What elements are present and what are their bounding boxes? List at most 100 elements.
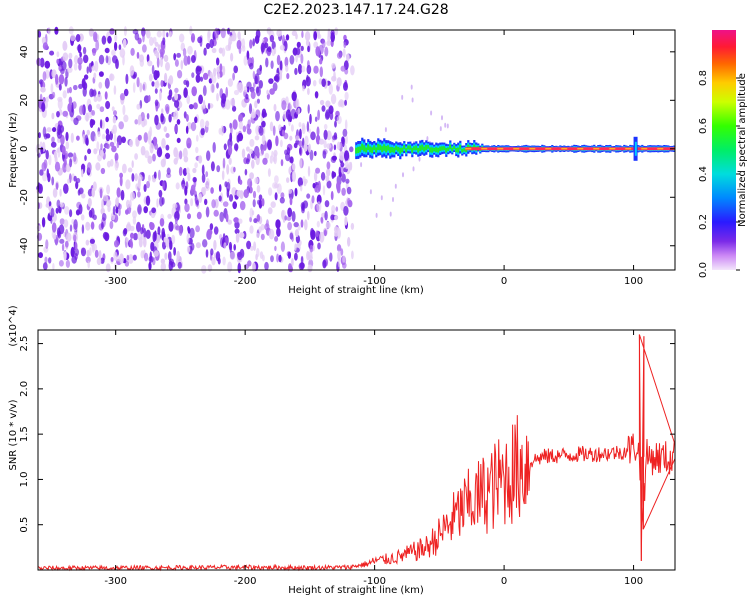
noise-speck bbox=[411, 97, 414, 103]
noise-speck bbox=[143, 206, 148, 214]
noise-speck bbox=[287, 221, 292, 231]
noise-speck bbox=[323, 139, 327, 149]
noise-speck bbox=[48, 257, 52, 264]
noise-speck bbox=[149, 222, 155, 231]
noise-speck bbox=[91, 65, 96, 71]
noise-speck bbox=[222, 157, 226, 169]
noise-speck bbox=[217, 257, 221, 265]
snr-y-axis-label: SNR (10 * v/v) bbox=[8, 399, 19, 470]
noise-speck bbox=[158, 189, 163, 198]
noise-speck bbox=[183, 79, 188, 85]
noise-speck bbox=[191, 72, 195, 78]
noise-speck bbox=[320, 216, 324, 223]
noise-speck bbox=[211, 199, 216, 209]
noise-speck bbox=[337, 257, 341, 268]
noise-speck bbox=[118, 121, 124, 130]
noise-speck bbox=[126, 254, 130, 261]
band-cell bbox=[443, 146, 446, 151]
noise-speck bbox=[187, 226, 190, 232]
noise-speck bbox=[73, 234, 77, 242]
snr-x-axis: -300 -200 -100 0 100 bbox=[104, 330, 643, 587]
noise-speck bbox=[78, 204, 83, 215]
noise-speck bbox=[254, 75, 258, 85]
noise-speck bbox=[202, 72, 209, 80]
noise-speck bbox=[61, 61, 67, 71]
noise-speck bbox=[319, 231, 325, 243]
noise-speck bbox=[174, 124, 178, 133]
colorbar-gradient bbox=[712, 30, 736, 270]
noise-speck bbox=[39, 93, 43, 102]
noise-speck bbox=[196, 66, 202, 72]
noise-speck bbox=[230, 98, 236, 106]
noise-speck bbox=[58, 83, 62, 91]
noise-speck bbox=[91, 89, 97, 97]
noise-speck bbox=[104, 47, 110, 54]
noise-speck bbox=[74, 248, 79, 257]
noise-speck bbox=[40, 146, 44, 155]
noise-speck bbox=[222, 65, 226, 76]
noise-speck bbox=[287, 251, 291, 259]
noise-speck bbox=[40, 81, 43, 88]
noise-speck bbox=[285, 34, 290, 41]
noise-speck bbox=[105, 199, 112, 207]
noise-speck bbox=[85, 239, 90, 246]
noise-speck bbox=[225, 44, 231, 52]
noise-speck bbox=[70, 132, 74, 143]
noise-speck bbox=[125, 73, 129, 85]
spectrogram-x-axis: -300 -200 -100 0 100 bbox=[104, 30, 643, 287]
noise-speck bbox=[274, 175, 279, 184]
noise-speck bbox=[191, 86, 197, 97]
noise-speck bbox=[77, 57, 83, 65]
noise-speck bbox=[98, 250, 102, 260]
noise-speck bbox=[57, 230, 62, 239]
noise-speck bbox=[292, 163, 296, 171]
noise-speck bbox=[61, 243, 65, 252]
noise-speck bbox=[73, 84, 78, 91]
noise-speck bbox=[122, 38, 127, 48]
noise-speck bbox=[144, 252, 149, 262]
noise-speck bbox=[50, 83, 54, 94]
noise-speck bbox=[67, 178, 70, 184]
noise-speck bbox=[184, 198, 188, 205]
noise-speck bbox=[158, 169, 161, 181]
noise-speck bbox=[345, 178, 350, 184]
noise-speck bbox=[96, 141, 100, 152]
noise-speck bbox=[175, 225, 181, 231]
noise-speck bbox=[315, 230, 319, 238]
noise-speck bbox=[185, 114, 189, 122]
noise-speck bbox=[245, 158, 250, 165]
noise-speck bbox=[315, 184, 321, 193]
noise-speck bbox=[70, 246, 75, 258]
noise-speck bbox=[78, 83, 83, 89]
noise-speck bbox=[239, 179, 243, 185]
noise-speck bbox=[201, 265, 207, 274]
noise-speck bbox=[67, 66, 73, 73]
noise-speck bbox=[156, 198, 159, 208]
noise-speck bbox=[76, 135, 80, 141]
noise-speck bbox=[291, 170, 296, 182]
band-cell bbox=[461, 148, 464, 153]
colorbar-ticks: 0.0 0.2 0.4 0.6 0.8 bbox=[698, 70, 740, 278]
noise-speck bbox=[314, 91, 319, 99]
noise-speck bbox=[118, 44, 122, 51]
noise-speck bbox=[313, 31, 318, 41]
noise-speck bbox=[290, 108, 297, 120]
noise-speck bbox=[56, 111, 60, 118]
y-tick-label: 20 bbox=[19, 94, 30, 107]
noise-speck bbox=[185, 125, 189, 134]
noise-speck bbox=[256, 98, 260, 104]
noise-speck bbox=[229, 251, 236, 260]
noise-speck bbox=[254, 135, 260, 141]
noise-speck bbox=[132, 216, 137, 225]
noise-speck bbox=[297, 63, 303, 75]
noise-speck bbox=[105, 133, 111, 142]
noise-speck bbox=[350, 65, 355, 76]
noise-speck bbox=[161, 227, 165, 238]
noise-speck bbox=[311, 195, 315, 204]
noise-speck bbox=[139, 82, 143, 93]
noise-speck bbox=[205, 171, 209, 178]
noise-speck bbox=[293, 222, 299, 228]
noise-speck bbox=[159, 218, 165, 227]
noise-speck bbox=[55, 207, 59, 214]
noise-speck bbox=[116, 141, 120, 149]
